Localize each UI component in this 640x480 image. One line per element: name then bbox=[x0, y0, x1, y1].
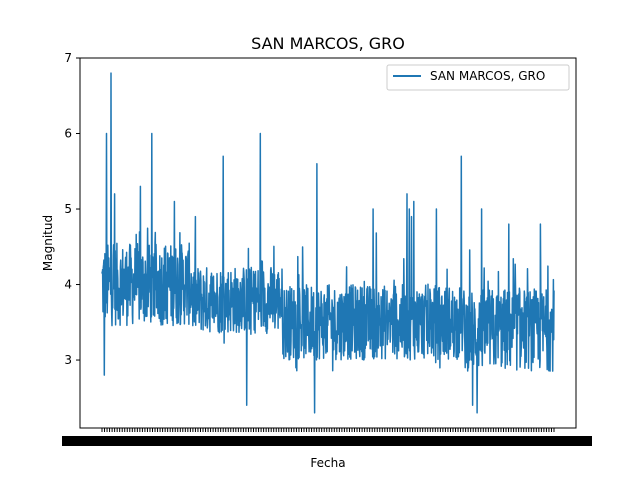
y-tick-label: 4 bbox=[64, 278, 72, 292]
chart-title: SAN MARCOS, GRO bbox=[251, 34, 405, 53]
y-axis: 3 4 5 6 7 bbox=[64, 51, 80, 367]
legend: SAN MARCOS, GRO bbox=[386, 64, 570, 91]
y-tick-label: 6 bbox=[64, 127, 72, 141]
y-tick-label: 3 bbox=[64, 353, 72, 367]
plot-area bbox=[101, 72, 555, 414]
y-axis-label: Magnitud bbox=[41, 215, 55, 271]
x-axis-label: Fecha bbox=[310, 456, 345, 470]
series-line-san-marcos bbox=[101, 72, 555, 414]
axes-frame bbox=[79, 57, 577, 429]
x-tick-labels-overlap bbox=[62, 436, 592, 446]
legend-label: SAN MARCOS, GRO bbox=[430, 69, 545, 83]
legend-box bbox=[386, 64, 570, 91]
x-axis bbox=[62, 428, 592, 446]
y-tick-label: 5 bbox=[64, 202, 72, 216]
y-tick-label: 7 bbox=[64, 51, 72, 65]
